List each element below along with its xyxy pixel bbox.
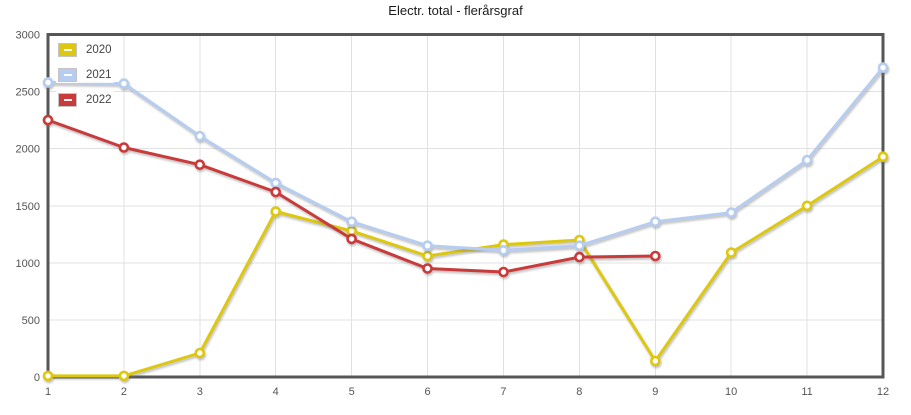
- x-tick-label: 2: [121, 386, 127, 398]
- data-point-marker: [194, 130, 206, 142]
- legend-label-2020: 2020: [86, 43, 112, 56]
- y-tick-label: 500: [22, 315, 40, 327]
- series-line-2021: [46, 66, 885, 252]
- legend-swatch-2021: [58, 67, 77, 82]
- y-tick-label: 3000: [16, 30, 40, 42]
- data-point-marker: [270, 206, 282, 217]
- x-tick-label: 3: [197, 386, 203, 398]
- y-tick-label: 0: [34, 372, 40, 384]
- legend-label-2021: 2021: [86, 68, 112, 81]
- data-point-marker: [194, 159, 206, 170]
- y-tick-label: 1500: [16, 201, 40, 213]
- legend-item-2021[interactable]: 2021: [56, 66, 114, 83]
- x-tick-label: 9: [652, 386, 658, 398]
- series-2022: [42, 114, 661, 278]
- data-point-marker: [725, 247, 737, 258]
- data-point-marker: [270, 177, 282, 189]
- data-point-marker: [574, 251, 585, 263]
- data-point-marker: [498, 245, 509, 256]
- y-tick-label: 2000: [16, 144, 40, 156]
- gridlines: [47, 34, 884, 378]
- data-point-marker: [422, 263, 433, 274]
- data-point-marker: [270, 186, 282, 198]
- data-point-marker: [118, 78, 130, 89]
- x-tick-label: 12: [877, 386, 889, 398]
- data-point-marker: [194, 347, 206, 359]
- x-tick-label: 8: [576, 386, 582, 398]
- data-point-marker: [649, 216, 661, 227]
- legend-dash-icon: [63, 48, 72, 51]
- data-point-marker: [42, 114, 54, 126]
- plot-border: [46, 33, 885, 379]
- x-tick-label: 11: [801, 386, 812, 398]
- data-point-marker: [649, 250, 661, 262]
- series-2020: [42, 151, 889, 382]
- chart-title: Electr. total - flerårsgraf: [388, 3, 523, 18]
- x-tick-label: 4: [273, 386, 279, 398]
- legend-swatch-2022: [58, 92, 77, 107]
- x-tick-label: 5: [349, 386, 355, 398]
- data-point-marker: [877, 62, 889, 73]
- data-point-marker: [877, 151, 889, 162]
- data-point-marker: [118, 142, 130, 153]
- data-point-marker: [574, 240, 585, 251]
- legend-item-2022[interactable]: 2022: [56, 91, 114, 108]
- data-point-marker: [346, 233, 357, 245]
- legend-dash-icon: [63, 98, 72, 101]
- data-point-marker: [801, 200, 813, 212]
- x-tick-label: 6: [424, 386, 430, 398]
- data-point-marker: [422, 250, 433, 262]
- data-point-marker: [801, 154, 813, 166]
- data-point-marker: [42, 370, 54, 382]
- x-tick-label: 10: [725, 386, 737, 398]
- data-point-marker: [422, 240, 433, 251]
- y-tick-label: 2500: [16, 87, 40, 99]
- x-tick-label: 7: [500, 386, 506, 398]
- legend-label-2022: 2022: [86, 93, 112, 106]
- legend-item-2020[interactable]: 2020: [56, 41, 114, 58]
- series-2021: [42, 62, 889, 256]
- data-point-marker: [649, 355, 661, 367]
- legend-dash-icon: [63, 73, 72, 76]
- y-tick-label: 1000: [16, 258, 40, 270]
- data-point-marker: [118, 370, 130, 382]
- legend: 2020 2021 2022: [56, 41, 114, 116]
- data-point-marker: [498, 266, 509, 278]
- data-point-marker: [725, 207, 737, 218]
- series-line-2020: [46, 155, 885, 378]
- legend-swatch-2020: [58, 42, 77, 57]
- data-point-marker: [346, 216, 357, 227]
- x-tick-label: 1: [45, 386, 51, 398]
- data-point-marker: [42, 77, 54, 88]
